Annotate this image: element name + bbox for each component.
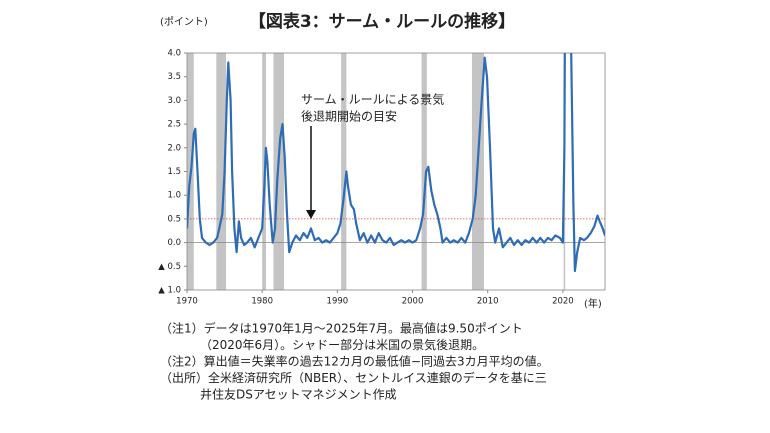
y-tick-label: 0.5 (167, 214, 181, 224)
note: 井住友DSアセットマネジメント作成 (200, 388, 397, 402)
y-tick-label: 2.0 (167, 143, 181, 153)
y-tick-label: 4.0 (167, 49, 181, 59)
recession-band (421, 53, 427, 290)
y-tick-label: ▲ 1.0 (158, 286, 181, 296)
x-tick-label: 1970 (176, 297, 198, 307)
note: （出所）全米経済研究所（NBER）、セントルイス連銀のデータを基に三 (160, 370, 547, 385)
x-tick-label: 2000 (402, 297, 424, 307)
y-tick-label: 1.5 (167, 167, 181, 177)
y-unit: (ポイント) (160, 16, 208, 28)
annotation: サーム・ルールによる景気 (301, 92, 444, 107)
series-line (187, 53, 605, 273)
annotation-arrowhead (306, 210, 316, 219)
note: （注1）データは1970年1月～2025年7月。最高値は9.50ポイント (160, 321, 523, 336)
note: （2020年6月）。シャドー部分は米国の景気後退期。 (200, 337, 484, 352)
x-tick-label: 1980 (251, 297, 273, 307)
x-tick-label: 1990 (327, 297, 349, 307)
recession-band (216, 53, 227, 290)
note: （注2）算出値＝失業率の過去12カ月の最低値−同過去3カ月平均の値。 (160, 354, 549, 369)
y-tick-label: 3.5 (167, 72, 181, 82)
x-tick-label: 2010 (477, 297, 499, 307)
annotation: 後退期開始の目安 (301, 109, 397, 124)
y-tick-label: 1.0 (167, 191, 181, 201)
y-tick-label: 3.0 (167, 96, 181, 106)
x-unit: (年) (584, 297, 602, 310)
y-tick-label: ▲ 0.5 (158, 262, 181, 272)
x-tick-label: 2020 (552, 297, 574, 307)
plot-frame (186, 52, 606, 291)
recession-band (341, 53, 347, 290)
y-tick-label: 0.0 (167, 238, 181, 248)
chart-title: 【図表3：サーム・ルールの推移】 (249, 11, 515, 32)
y-tick-label: 2.5 (167, 120, 181, 130)
